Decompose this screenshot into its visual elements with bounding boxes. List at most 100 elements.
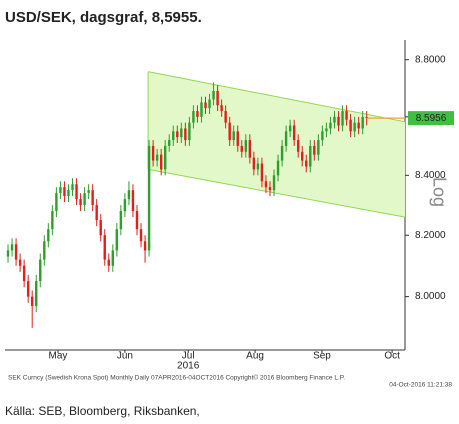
candle-body	[111, 250, 115, 266]
candle-body	[333, 116, 336, 123]
candle-body	[35, 281, 38, 306]
candle-body	[47, 229, 50, 242]
candle-body	[296, 140, 300, 152]
x-tick-label: Jul	[182, 351, 195, 362]
footer-left: SEK Curncy (Swedish Krona Spot) Monthly …	[8, 374, 345, 382]
candle-body	[196, 111, 199, 117]
y-tick-label: 8.8000	[415, 54, 446, 65]
last-price-label: 8.5956	[416, 113, 447, 124]
candle-body	[87, 190, 90, 194]
candle-body	[264, 181, 268, 188]
candle-body	[55, 193, 58, 212]
candle-body	[18, 259, 22, 266]
x-tick-label: Oct	[384, 351, 400, 362]
candle-body	[321, 131, 324, 141]
candle-body	[284, 131, 288, 146]
candle-body	[6, 250, 10, 257]
candle-body	[184, 128, 187, 141]
candle-body	[79, 199, 82, 206]
candle-body	[39, 259, 42, 282]
y-axis-label: Log	[429, 177, 449, 207]
candle-body	[51, 211, 54, 230]
candle-body	[172, 131, 175, 141]
candle-body	[71, 184, 74, 191]
channel-lower	[147, 168, 406, 218]
candle-body	[256, 163, 260, 170]
candle-body	[212, 90, 215, 100]
candle-body	[280, 145, 284, 161]
candle-body	[63, 187, 66, 197]
candle-body	[143, 241, 147, 251]
candle-body	[180, 128, 183, 138]
x-tick-label: Jun	[117, 351, 133, 362]
candle-body	[135, 211, 139, 230]
candle-body	[220, 105, 223, 112]
candle-body	[26, 281, 30, 297]
candle-body	[91, 190, 94, 206]
candle-body	[159, 154, 163, 170]
channel-area	[148, 71, 405, 218]
candle-body	[208, 99, 211, 109]
candle-body	[272, 175, 276, 191]
candle-body	[325, 128, 328, 132]
candle-body	[292, 125, 296, 141]
candle-body	[305, 160, 308, 167]
candle-body	[260, 163, 264, 182]
candle-body	[313, 145, 316, 155]
candle-body	[276, 160, 280, 176]
chart-title: USD/SEK, dagsgraf, 8,5955.	[5, 9, 202, 26]
footer-right: 04-Oct-2016 11:21:38	[389, 382, 452, 389]
y-tick-label: 8.4000	[415, 170, 446, 181]
candle-body	[107, 259, 110, 266]
candle-body	[268, 187, 272, 191]
y-tick-label: 8.0000	[415, 291, 446, 302]
year-label: 2016	[177, 361, 200, 372]
candle-body	[349, 119, 352, 132]
candle-body	[353, 122, 356, 132]
candle-body	[337, 116, 340, 126]
x-tick-label: May	[49, 351, 68, 362]
candle-body	[248, 140, 252, 158]
candle-body	[176, 131, 179, 138]
candle-body	[147, 145, 151, 251]
candle-body	[192, 111, 195, 123]
candle-body	[30, 296, 34, 306]
y-tick-label: 8.2000	[415, 230, 446, 241]
candle-body	[329, 122, 332, 129]
candle-body	[341, 111, 344, 126]
candle-body	[14, 244, 18, 260]
candle-body	[228, 122, 231, 141]
candle-body	[103, 235, 106, 260]
candle-body	[232, 131, 235, 141]
candle-body	[188, 122, 191, 141]
candle-body	[216, 90, 219, 106]
candle-body	[139, 229, 143, 242]
candle-body	[131, 190, 135, 212]
candle-body	[119, 211, 123, 230]
candle-body	[99, 220, 102, 236]
channel-upper	[147, 71, 406, 123]
x-tick-label: Sep	[313, 351, 331, 362]
candle-body	[163, 145, 167, 170]
candle-body	[75, 184, 78, 200]
candle-body	[200, 102, 203, 117]
x-tick-label: Aug	[246, 351, 264, 362]
candle-body	[252, 157, 256, 170]
candle-body	[240, 145, 243, 152]
candle-body	[317, 140, 320, 155]
candle-body	[288, 125, 292, 132]
candle-body	[361, 116, 364, 129]
candle-body	[224, 111, 227, 123]
candle-body	[151, 145, 155, 161]
source: Källa: SEB, Bloomberg, Riksbanken,	[5, 404, 200, 418]
candle-body	[22, 265, 26, 282]
candle-body	[365, 116, 368, 119]
candle-body	[345, 111, 348, 120]
candle-body	[123, 199, 127, 212]
candle-body	[357, 122, 360, 129]
candle-body	[115, 229, 119, 251]
candle-body	[127, 190, 131, 200]
candle-body	[43, 241, 46, 260]
